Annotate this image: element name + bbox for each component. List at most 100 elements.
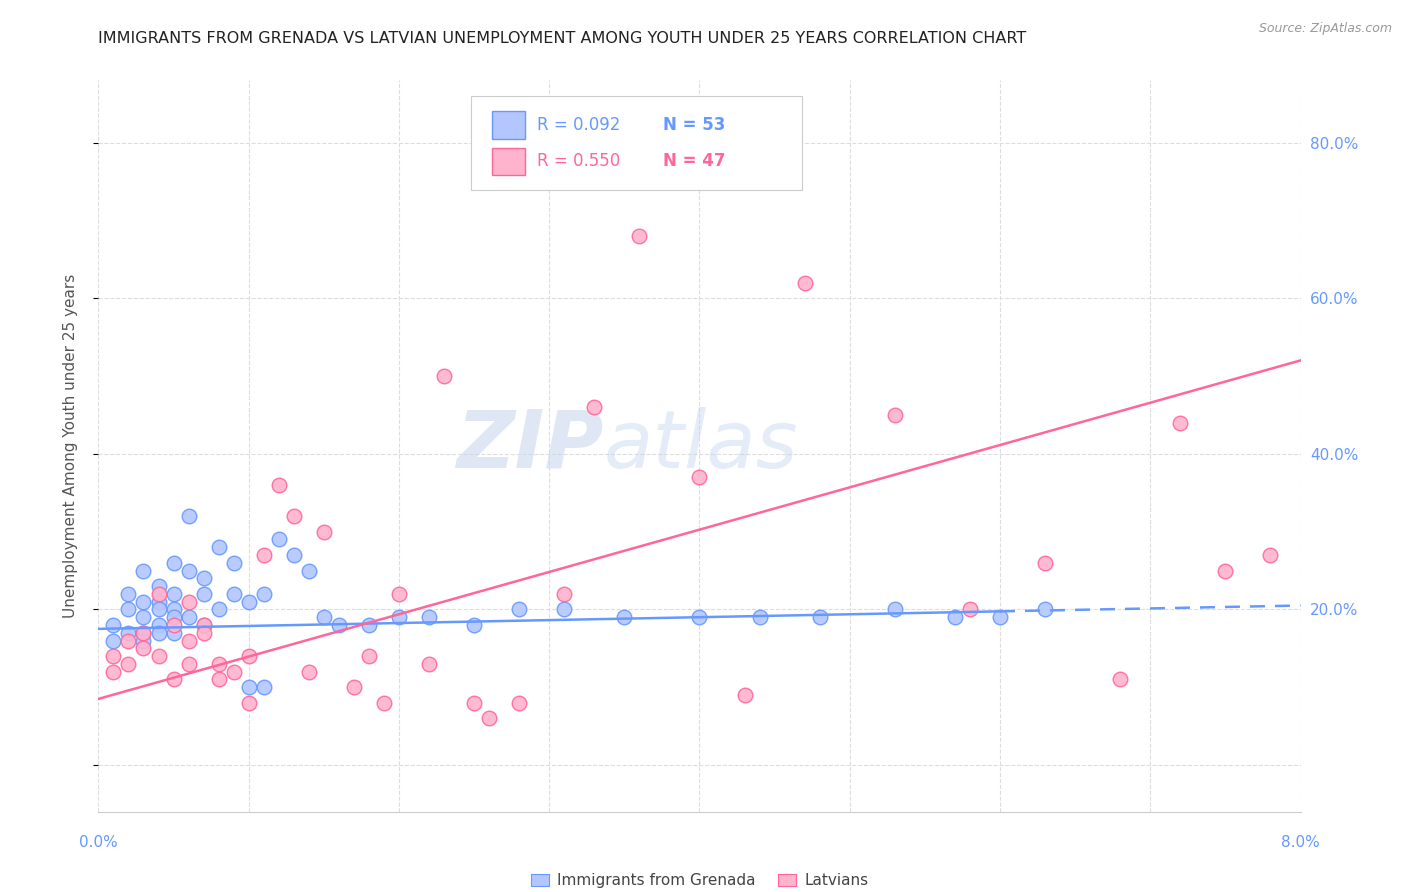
Point xyxy=(1109,673,1132,687)
Point xyxy=(613,610,636,624)
Point xyxy=(132,564,155,578)
Text: IMMIGRANTS FROM GRENADA VS LATVIAN UNEMPLOYMENT AMONG YOUTH UNDER 25 YEARS CORRE: IMMIGRANTS FROM GRENADA VS LATVIAN UNEMP… xyxy=(98,31,1026,46)
Point xyxy=(193,618,215,632)
Point xyxy=(208,657,231,671)
Point xyxy=(988,610,1011,624)
FancyBboxPatch shape xyxy=(492,111,526,139)
Point xyxy=(463,696,485,710)
Point xyxy=(222,587,245,601)
Point xyxy=(418,610,440,624)
Legend: Immigrants from Grenada, Latvians: Immigrants from Grenada, Latvians xyxy=(530,873,869,888)
Point xyxy=(283,509,305,524)
Point xyxy=(478,711,501,725)
Point xyxy=(508,696,530,710)
Point xyxy=(208,673,231,687)
Text: R = 0.550: R = 0.550 xyxy=(537,153,620,170)
Point xyxy=(222,556,245,570)
Point xyxy=(103,649,125,664)
Point xyxy=(1033,602,1056,616)
Point xyxy=(117,657,139,671)
Point xyxy=(238,696,260,710)
Point xyxy=(388,587,411,601)
Point xyxy=(177,594,200,608)
Point xyxy=(253,587,276,601)
Point xyxy=(177,564,200,578)
Point xyxy=(103,633,125,648)
Point xyxy=(193,618,215,632)
Point xyxy=(132,594,155,608)
Point xyxy=(883,602,905,616)
Point xyxy=(148,587,170,601)
Point xyxy=(193,625,215,640)
Point xyxy=(253,548,276,562)
Point xyxy=(162,556,184,570)
Point xyxy=(162,625,184,640)
Point xyxy=(433,368,456,383)
Point xyxy=(148,602,170,616)
Point xyxy=(222,665,245,679)
Point xyxy=(959,602,981,616)
Text: 0.0%: 0.0% xyxy=(79,836,118,850)
Point xyxy=(267,533,290,547)
Point xyxy=(1215,564,1237,578)
Point xyxy=(943,610,966,624)
Point xyxy=(373,696,395,710)
Point xyxy=(193,571,215,585)
Point xyxy=(298,564,321,578)
Point xyxy=(734,688,756,702)
Text: Source: ZipAtlas.com: Source: ZipAtlas.com xyxy=(1258,22,1392,36)
Point xyxy=(553,587,575,601)
Point xyxy=(132,633,155,648)
Point xyxy=(238,594,260,608)
Point xyxy=(162,587,184,601)
Point xyxy=(177,633,200,648)
Point xyxy=(689,610,711,624)
Point xyxy=(103,665,125,679)
Point xyxy=(162,618,184,632)
Point xyxy=(162,673,184,687)
Point xyxy=(312,524,335,539)
Point xyxy=(177,657,200,671)
Point xyxy=(1260,548,1282,562)
Point xyxy=(418,657,440,671)
Point xyxy=(132,625,155,640)
Point xyxy=(132,610,155,624)
Point xyxy=(148,649,170,664)
Point xyxy=(193,587,215,601)
Point xyxy=(808,610,831,624)
Point xyxy=(208,540,231,554)
Point xyxy=(117,587,139,601)
Point xyxy=(583,400,606,414)
Text: N = 47: N = 47 xyxy=(664,153,725,170)
Point xyxy=(793,276,815,290)
Point xyxy=(208,602,231,616)
Point xyxy=(343,680,366,694)
Point xyxy=(748,610,770,624)
Point xyxy=(117,625,139,640)
Point xyxy=(117,633,139,648)
Text: ZIP: ZIP xyxy=(456,407,603,485)
Point xyxy=(357,649,380,664)
Point xyxy=(132,641,155,656)
Point xyxy=(162,610,184,624)
Point xyxy=(312,610,335,624)
Text: 8.0%: 8.0% xyxy=(1281,836,1320,850)
Point xyxy=(883,408,905,422)
Point xyxy=(162,602,184,616)
Point xyxy=(117,602,139,616)
Point xyxy=(283,548,305,562)
Point xyxy=(689,470,711,484)
Point xyxy=(177,610,200,624)
Point xyxy=(357,618,380,632)
FancyBboxPatch shape xyxy=(492,147,526,176)
Point xyxy=(1033,556,1056,570)
Point xyxy=(328,618,350,632)
Y-axis label: Unemployment Among Youth under 25 years: Unemployment Among Youth under 25 years xyxy=(63,274,77,618)
Point xyxy=(238,649,260,664)
FancyBboxPatch shape xyxy=(471,96,801,190)
Point xyxy=(553,602,575,616)
Point xyxy=(148,579,170,593)
Point xyxy=(238,680,260,694)
Point xyxy=(388,610,411,624)
Point xyxy=(508,602,530,616)
